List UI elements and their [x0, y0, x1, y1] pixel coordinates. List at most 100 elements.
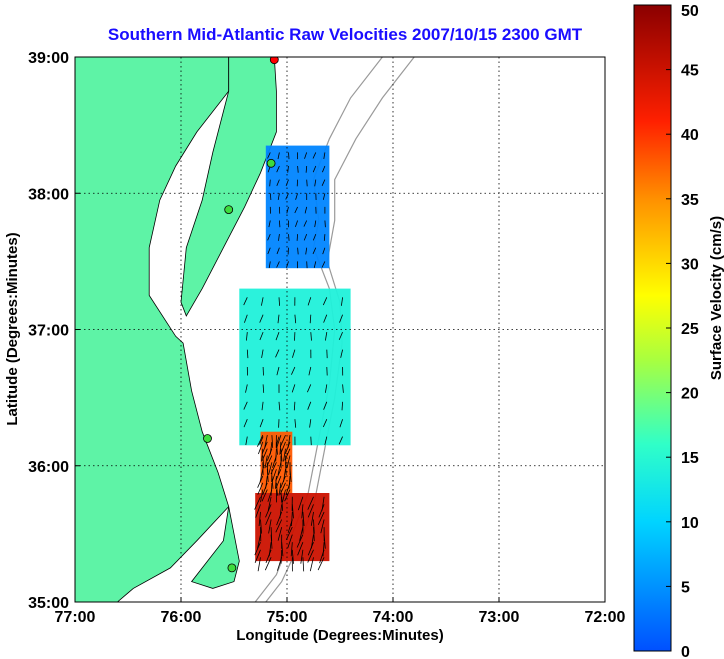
- grid-lines: [75, 57, 605, 602]
- velocity-vector: [307, 504, 314, 518]
- velocity-vector: [275, 448, 277, 462]
- velocity-vector: [276, 511, 283, 526]
- velocity-vector: [297, 496, 304, 511]
- velocity-vector: [243, 401, 248, 410]
- velocity-vector: [261, 349, 264, 358]
- velocity-vector: [268, 261, 271, 269]
- land-delmarva-peninsula: [180, 57, 277, 317]
- velocity-vector: [254, 549, 261, 563]
- velocity-vector: [265, 511, 272, 526]
- velocity-vector: [265, 504, 272, 518]
- velocity-vector: [261, 401, 264, 411]
- velocity-vector: [304, 152, 308, 159]
- velocity-vector: [259, 331, 264, 341]
- velocity-vector: [321, 261, 326, 268]
- radar-station-3: [224, 205, 234, 215]
- velocity-vector: [280, 448, 283, 462]
- velocity-vector: [265, 549, 272, 564]
- velocity-vector: [275, 519, 283, 533]
- radar-stations: [203, 57, 279, 573]
- velocity-vector: [293, 401, 296, 411]
- velocity-vector: [258, 511, 261, 527]
- velocity-vector: [245, 436, 248, 446]
- velocity-vector: [285, 193, 289, 200]
- x-tick-label: 76:00: [161, 609, 202, 626]
- velocity-vector: [283, 448, 286, 462]
- velocity-vector: [304, 206, 308, 214]
- velocity-vector: [278, 401, 281, 411]
- velocity-vector: [299, 527, 304, 541]
- velocity-vector: [259, 314, 264, 323]
- velocity-vector: [243, 419, 248, 428]
- velocity-vector: [267, 247, 271, 255]
- velocity-vector: [310, 511, 314, 526]
- velocity-vector: [338, 331, 343, 341]
- velocity-vector: [294, 419, 297, 428]
- velocity-vector: [278, 297, 280, 306]
- map-title: Southern Mid-Atlantic Raw Velocities 200…: [108, 25, 583, 44]
- velocity-vector: [254, 496, 261, 510]
- velocity-vector: [288, 152, 290, 160]
- velocity-vector: [310, 436, 312, 446]
- velocity-vector: [292, 349, 296, 358]
- velocity-vector: [268, 462, 273, 475]
- velocity-vector: [280, 441, 286, 454]
- velocity-vector: [269, 193, 272, 201]
- velocity-vector: [302, 511, 305, 527]
- velocity-vector: [245, 384, 248, 393]
- velocity-vector: [310, 332, 312, 341]
- velocity-vector: [281, 496, 283, 511]
- colorbar-tick-label: 40: [681, 127, 699, 144]
- velocity-vector: [314, 220, 317, 228]
- velocity-vector: [322, 247, 326, 255]
- velocity-vector: [244, 314, 248, 323]
- velocity-vector: [277, 193, 280, 200]
- velocity-vector: [275, 475, 282, 489]
- velocity-vector: [270, 527, 273, 542]
- velocity-vector: [297, 247, 299, 255]
- velocity-vector: [322, 193, 326, 200]
- velocity-vector: [291, 511, 293, 527]
- velocity-vector: [308, 366, 312, 376]
- velocity-vector: [285, 179, 289, 187]
- velocity-vector: [341, 297, 343, 306]
- colorbar-tick-label: 0: [681, 644, 690, 659]
- velocity-vector: [301, 504, 304, 519]
- velocity-vector: [275, 331, 280, 341]
- plot-area: 77:00 76:00 75:00 74:00 73:00 72:00 39:00 38:0…: [28, 50, 625, 626]
- velocity-vector: [275, 469, 282, 482]
- velocity-vector: [269, 179, 271, 187]
- velocity-vector: [259, 436, 264, 445]
- velocity-vector: [307, 549, 314, 563]
- velocity-vector: [257, 475, 264, 488]
- velocity-vector: [276, 247, 280, 255]
- velocity-vector: [279, 434, 286, 447]
- velocity-vector: [309, 314, 312, 324]
- velocity-vector: [276, 261, 280, 268]
- velocity-vector: [277, 462, 282, 475]
- velocity-vector: [259, 469, 264, 482]
- velocity-vector: [270, 482, 273, 496]
- x-tick-label: 77:00: [55, 609, 96, 626]
- velocity-vector: [261, 489, 268, 502]
- velocity-vector: [286, 261, 289, 268]
- velocity-vector: [262, 455, 265, 469]
- velocity-vector: [297, 542, 304, 556]
- velocity-vector: [259, 419, 264, 428]
- velocity-vector: [275, 349, 280, 358]
- velocity-vector: [276, 482, 278, 496]
- velocity-vector: [313, 519, 315, 534]
- velocity-vector: [307, 384, 312, 393]
- velocity-vector: [339, 419, 343, 428]
- velocity-vector: [324, 220, 326, 228]
- velocity-vector: [297, 165, 299, 173]
- velocity-vector: [257, 482, 264, 495]
- velocity-vector: [276, 366, 280, 376]
- velocity-vector: [258, 441, 264, 455]
- velocity-vector: [290, 542, 293, 557]
- radar-station-4: [203, 434, 212, 443]
- velocity-vector: [280, 549, 283, 564]
- velocity-vector: [312, 165, 317, 173]
- velocity-vector: [324, 436, 328, 445]
- colorbar: 0 5 10 15 20 25 30 35 40 45 50 Surface Velocity (c…: [633, 3, 724, 659]
